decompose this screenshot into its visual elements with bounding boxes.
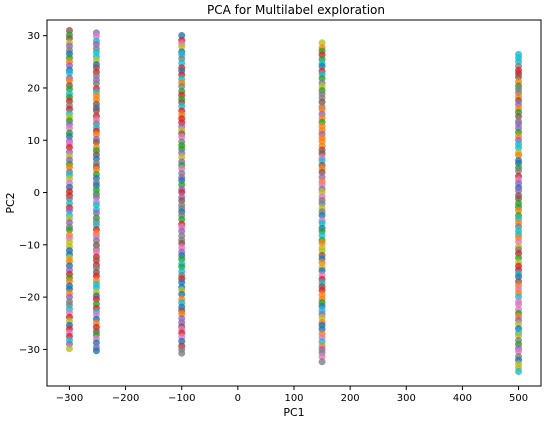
y-axis-label: PC2 — [4, 192, 17, 213]
scatter-point — [515, 112, 523, 120]
scatter-point — [65, 226, 73, 234]
x-tick-label: −200 — [112, 393, 139, 404]
scatter-point — [178, 278, 186, 286]
y-axis: −30 −20 −10 0 10 20 30 — [19, 31, 47, 356]
x-tick-label: 400 — [453, 393, 472, 404]
scatter-point — [92, 107, 100, 115]
scatter-point — [92, 79, 100, 87]
y-tick-label: 20 — [27, 83, 40, 94]
scatter-point — [515, 144, 523, 152]
scatter-point — [178, 165, 186, 173]
scatter-point — [318, 137, 326, 145]
scatter-point — [65, 124, 73, 132]
scatter-point — [318, 211, 326, 219]
x-axis-label: PC1 — [283, 406, 304, 419]
x-tick-label: −300 — [56, 393, 83, 404]
x-tick-label: 200 — [341, 393, 360, 404]
scatter-point — [178, 59, 186, 67]
scatter-point — [515, 73, 523, 81]
scatter-point — [178, 215, 186, 223]
scatter-point — [318, 239, 326, 247]
x-axis: −300 −200 −100 0 100 200 300 400 500 — [56, 386, 528, 404]
x-tick-label: 300 — [397, 393, 416, 404]
scatter-point — [318, 219, 326, 227]
scatter-point — [318, 358, 326, 366]
y-tick-label: 30 — [27, 31, 40, 42]
scatter-point — [65, 345, 73, 353]
x-tick-label: 100 — [284, 393, 303, 404]
scatter-point — [92, 248, 100, 256]
scatter-point — [515, 293, 523, 301]
scatter-point — [318, 98, 326, 106]
x-tick-label: 500 — [509, 393, 528, 404]
scatter-point — [515, 368, 523, 376]
scatter-point — [92, 295, 100, 303]
scatter-point — [318, 259, 326, 267]
scatter-point — [65, 277, 73, 285]
scatter-point — [65, 69, 73, 77]
y-tick-label: −20 — [19, 293, 40, 304]
scatter-point — [178, 290, 186, 298]
scatter-points — [65, 26, 523, 376]
scatter-point — [178, 188, 186, 196]
scatter-point — [92, 209, 100, 217]
scatter-point — [515, 238, 523, 246]
scatter-point — [318, 231, 326, 239]
scatter-point — [92, 347, 100, 355]
scatter-point — [178, 337, 186, 345]
chart-title: PCA for Multilabel exploration — [207, 3, 385, 17]
scatter-point — [318, 39, 326, 47]
scatter-point — [515, 167, 523, 175]
scatter-point — [318, 62, 326, 70]
y-tick-label: −30 — [19, 345, 40, 356]
scatter-point — [318, 168, 326, 176]
y-tick-label: 0 — [34, 188, 40, 199]
x-tick-label: −100 — [168, 393, 195, 404]
scatter-point — [515, 207, 523, 215]
scatter-point — [178, 82, 186, 90]
y-tick-label: −10 — [19, 240, 40, 251]
scatter-point — [515, 300, 523, 308]
scatter-point — [515, 151, 523, 159]
scatter-point — [515, 273, 523, 281]
plot-frame — [46, 19, 542, 387]
scatter-point — [515, 347, 523, 355]
scatter-point — [178, 43, 186, 51]
scatter-point — [92, 138, 100, 146]
y-tick-label: 10 — [27, 136, 40, 147]
scatter-point — [178, 349, 186, 357]
x-tick-label: 0 — [235, 393, 241, 404]
scatter-point — [318, 353, 326, 361]
